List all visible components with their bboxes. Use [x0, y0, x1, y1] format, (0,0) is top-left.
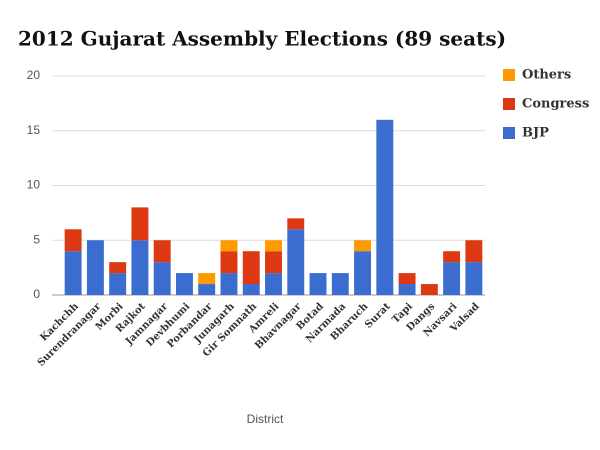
bar-segment — [287, 218, 305, 230]
bar-segment — [153, 262, 171, 295]
bar-segment — [420, 284, 438, 295]
bar-segment — [287, 229, 305, 295]
bar-segment — [465, 262, 483, 295]
bar-segment — [64, 229, 82, 252]
bar-segment — [220, 273, 238, 295]
bar-segment — [309, 273, 327, 295]
bar-segment — [354, 240, 372, 252]
y-tick-label: 20 — [27, 68, 41, 82]
bar-segment — [398, 273, 416, 285]
bar-segment — [242, 284, 260, 295]
legend-swatch — [503, 98, 515, 110]
bar-segment — [153, 240, 171, 263]
legend-label: BJP — [522, 126, 549, 141]
legend-label: Others — [522, 68, 571, 83]
bar-segment — [131, 240, 149, 295]
legend-swatch — [503, 127, 515, 139]
bar-segment — [175, 273, 193, 295]
bar-segment — [220, 240, 238, 252]
y-tick-label: 10 — [27, 178, 41, 192]
bar-segment — [242, 251, 260, 285]
bar-segment — [398, 284, 416, 295]
bar-segment — [265, 273, 282, 295]
chart-title: 2012 Gujarat Assembly Elections (89 seat… — [18, 27, 506, 51]
y-tick-label: 5 — [33, 232, 40, 246]
bar-segment — [376, 119, 394, 295]
legend-label: Congress — [522, 97, 589, 112]
bar-segment — [354, 251, 372, 295]
bar-segment — [465, 240, 483, 263]
legend-swatch — [503, 69, 515, 81]
bar-segment — [265, 240, 282, 252]
bar-segment — [331, 273, 349, 295]
bar-segment — [131, 207, 149, 241]
bar-segment — [109, 273, 127, 295]
bar-segment — [86, 240, 104, 295]
bar-segment — [443, 262, 461, 295]
bar-segment — [443, 251, 461, 263]
bar-segment — [265, 251, 282, 274]
y-tick-label: 0 — [33, 287, 40, 301]
x-tick-label: Surat — [363, 301, 393, 331]
bar-segment — [198, 273, 216, 285]
x-axis-label: District — [247, 412, 284, 426]
bar-segment — [109, 262, 127, 274]
bar-segment — [64, 251, 82, 295]
bar-segment — [198, 284, 216, 295]
y-tick-label: 15 — [27, 123, 41, 137]
bar-segment — [220, 251, 238, 274]
